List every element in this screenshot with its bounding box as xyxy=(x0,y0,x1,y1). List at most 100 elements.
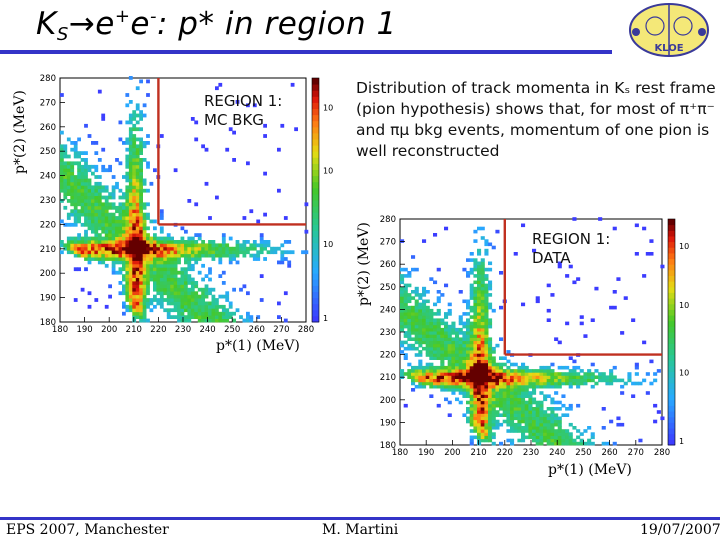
colorbar-segment xyxy=(668,309,675,316)
colorbar-segment xyxy=(312,261,319,268)
y-tick-label: 190 xyxy=(40,294,56,304)
colorbar-segment xyxy=(312,297,319,305)
colorbar-segment xyxy=(312,151,319,158)
heatmap-cells xyxy=(60,76,309,323)
colorbar-label: 1 xyxy=(323,314,328,323)
colorbar-label: 10 xyxy=(323,167,333,176)
histogram-data: 180 190 200 210 220 230 240 250 260 270 280 180 190 2… xyxy=(380,215,689,458)
colorbar-segment xyxy=(668,428,675,435)
slide-title: KS→e+e-: p* in region 1 xyxy=(36,6,397,45)
colorbar-segment xyxy=(668,348,675,356)
colorbar-segment xyxy=(312,218,319,225)
colorbar-segment xyxy=(668,411,675,418)
heatmap-cells xyxy=(400,217,665,446)
colorbar-segment xyxy=(312,230,319,238)
colorbar-segment xyxy=(668,235,675,243)
colorbar-segment xyxy=(312,254,319,262)
colorbar-segment xyxy=(312,193,319,201)
x-tick-label: 210 xyxy=(470,448,486,458)
colorbar-frame xyxy=(667,218,676,446)
x-tick-label: 260 xyxy=(249,325,265,335)
x-axis-title-data: p*(1) (MeV) xyxy=(548,462,632,478)
colorbar-segment xyxy=(668,230,675,237)
y-tick-label: 210 xyxy=(380,373,396,383)
colorbar-segment xyxy=(312,157,319,164)
y-tick-label: 230 xyxy=(40,196,56,206)
y-axis-title-mc: p*(2) (MeV) xyxy=(12,90,28,174)
y-tick-label: 240 xyxy=(40,172,56,182)
colorbar-segment xyxy=(668,281,675,288)
colorbar-segment xyxy=(668,252,675,260)
colorbar-segment xyxy=(312,206,319,213)
y-tick-label: 200 xyxy=(40,269,56,279)
colorbar-segment xyxy=(668,394,675,401)
y-tick-label: 220 xyxy=(380,351,396,361)
colorbar-segment xyxy=(668,439,675,446)
colorbar-segment xyxy=(312,187,319,195)
colorbar-segment xyxy=(668,405,675,412)
histogram-panel-mc: 180 190 200 210 220 230 240 250 260 270 280 180 190 2… xyxy=(0,60,340,360)
description-text: Distribution of track momenta in Kₛ rest… xyxy=(356,79,716,160)
colorbar-segment xyxy=(668,241,675,248)
colorbar-label: 10 xyxy=(679,242,689,251)
y-tick-label: 180 xyxy=(380,441,396,451)
x-tick-label: 250 xyxy=(575,448,591,458)
x-tick-label: 260 xyxy=(601,448,617,458)
y-axis-title-data: p*(2) (MeV) xyxy=(356,222,372,306)
colorbar-segment xyxy=(668,371,675,378)
colorbar-segment xyxy=(312,126,319,134)
colorbar-segment xyxy=(312,309,319,317)
x-tick-label: 230 xyxy=(523,448,539,458)
colorbar-segment xyxy=(668,224,675,231)
y-tick-label: 240 xyxy=(380,305,396,315)
region-label-mc: REGION 1: MC BKG xyxy=(204,92,283,129)
x-tick-label: 270 xyxy=(273,325,289,335)
colorbar-segment xyxy=(312,224,319,231)
y-tick-label: 280 xyxy=(40,74,56,84)
colorbar-segment xyxy=(668,292,675,299)
y-tick-label: 260 xyxy=(380,260,396,270)
x-tick-label: 270 xyxy=(628,448,644,458)
x-tick-label: 190 xyxy=(76,325,92,335)
colorbar-segment xyxy=(668,388,675,395)
colorbar-segment xyxy=(668,315,675,322)
x-tick-label: 180 xyxy=(52,325,68,335)
colorbar-segment xyxy=(668,247,675,254)
colorbar-segment xyxy=(312,84,319,91)
colorbar-label: 10 xyxy=(679,301,689,310)
footer-date: 19/07/2007 xyxy=(640,522,720,538)
colorbar-label: 10 xyxy=(323,103,333,112)
y-tick-label: 180 xyxy=(40,318,56,328)
colorbar-segment xyxy=(668,332,675,339)
x-tick-label: 280 xyxy=(298,325,314,335)
x-tick-label: 240 xyxy=(199,325,215,335)
colorbar-segment xyxy=(668,264,675,271)
colorbar-segment xyxy=(312,212,319,219)
colorbar-segment xyxy=(312,181,319,189)
colorbar-segment xyxy=(668,365,675,373)
colorbar-segment xyxy=(312,169,319,177)
colorbar-segment xyxy=(668,298,675,305)
colorbar-segment xyxy=(668,377,675,384)
colorbar-label: 10 xyxy=(679,369,689,378)
colorbar-segment xyxy=(668,326,675,333)
colorbar-segment xyxy=(312,90,319,97)
histogram-panel-data: 180 190 200 210 220 230 240 250 260 270 280 180 190 2… xyxy=(360,205,720,460)
y-tick-label: 210 xyxy=(40,245,56,255)
colorbar-label: 10 xyxy=(323,240,333,249)
y-tick-label: 230 xyxy=(380,328,396,338)
colorbar-segment xyxy=(668,416,675,423)
colorbar-segment xyxy=(312,114,319,122)
colorbar-segment xyxy=(668,219,675,226)
colorbar-segment xyxy=(668,303,675,310)
x-tick-label: 180 xyxy=(392,448,408,458)
colorbar-segment xyxy=(312,120,319,128)
histogram-mc-bkg: 180 190 200 210 220 230 240 250 260 270 280 180 190 2… xyxy=(40,74,333,335)
footer-rule xyxy=(0,517,720,520)
x-axis-title-mc: p*(1) (MeV) xyxy=(216,338,300,354)
svg-text:KLOE: KLOE xyxy=(654,43,683,54)
colorbar-segment xyxy=(312,139,319,146)
colorbar-segment xyxy=(312,242,319,250)
y-tick-label: 270 xyxy=(40,98,56,108)
colorbar-segment xyxy=(668,320,675,327)
